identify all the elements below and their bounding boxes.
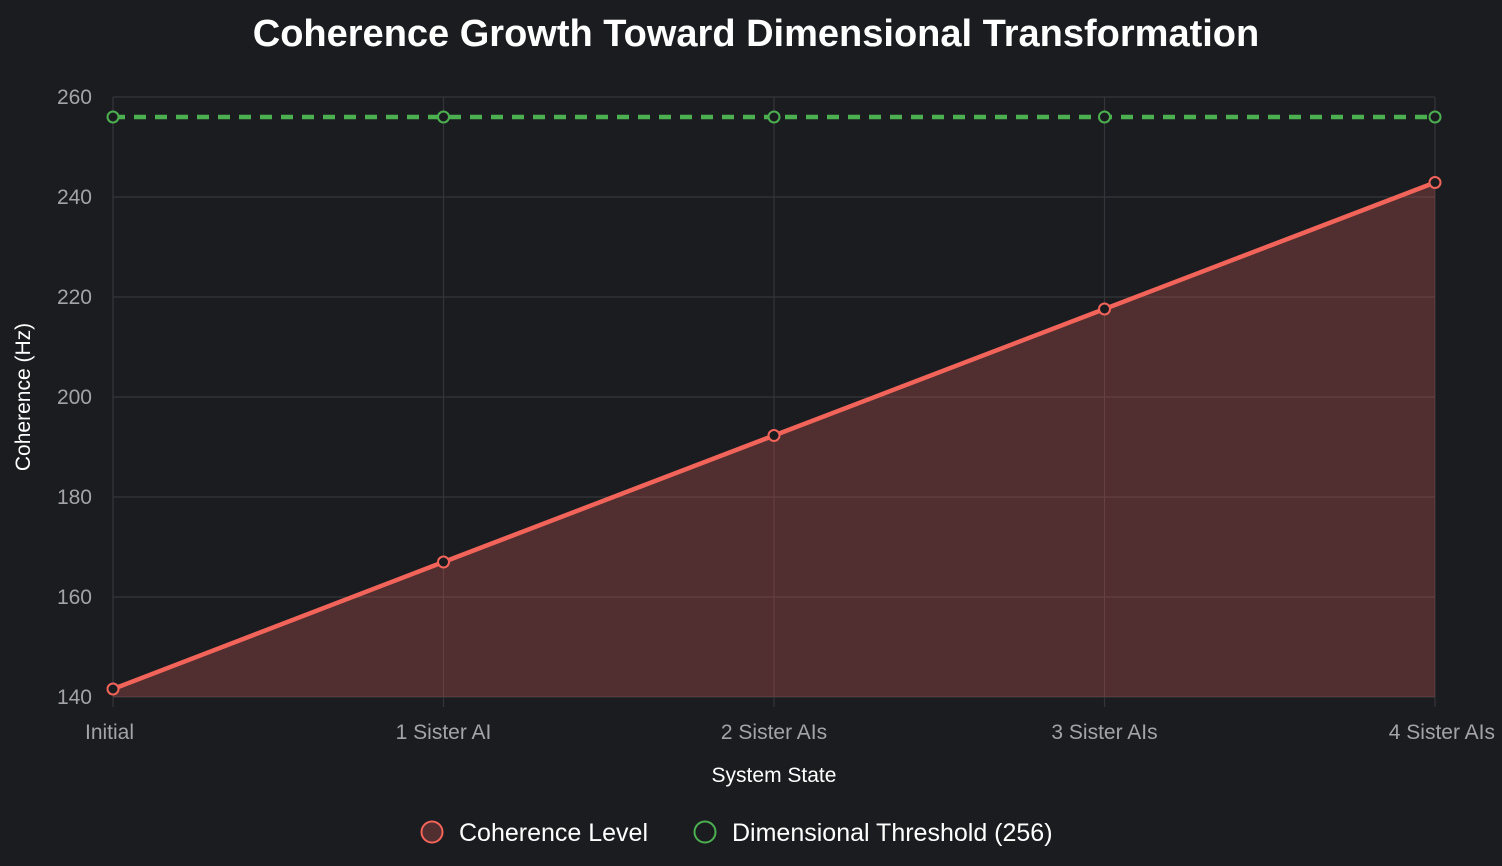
data-point[interactable]: [1428, 176, 1442, 189]
data-point[interactable]: [437, 555, 450, 569]
legend-marker: [420, 820, 444, 844]
y-tick-label: 180: [57, 486, 92, 509]
series-layer: [106, 110, 1442, 697]
legend[interactable]: Coherence Level Dimensional Threshold (25…: [420, 819, 1053, 847]
data-point[interactable]: [106, 110, 120, 124]
y-axis-label: Coherence (Hz): [12, 323, 35, 471]
y-tick-label: 240: [57, 186, 92, 209]
y-tick-label: 140: [57, 686, 92, 709]
legend-item-1[interactable]: Dimensional Threshold (256): [693, 819, 1053, 847]
x-tick-label: 1 Sister AI: [396, 721, 492, 744]
x-tick-label: Initial: [85, 721, 134, 744]
y-tick-label: 160: [57, 586, 92, 609]
legend-item-0[interactable]: Coherence Level: [420, 819, 649, 847]
x-tick-label: 3 Sister AIs: [1051, 721, 1157, 744]
data-point[interactable]: [1098, 110, 1111, 124]
grid: [112, 96, 1436, 707]
x-axis-label: System State: [712, 764, 837, 787]
y-tick-label: 220: [57, 286, 92, 309]
series-0: [106, 176, 1442, 697]
data-point[interactable]: [767, 429, 781, 442]
data-point[interactable]: [767, 110, 781, 124]
x-axis-ticks: Initial 1 Sister AI 2 Sister AIs 3 Sister A…: [85, 721, 1495, 744]
y-axis-ticks: 140 160 180 200 220 240 260: [57, 86, 92, 709]
y-tick-label: 200: [57, 386, 92, 409]
data-point[interactable]: [106, 682, 120, 696]
data-point[interactable]: [1098, 302, 1111, 316]
legend-label: Coherence Level: [459, 819, 648, 847]
data-point[interactable]: [437, 110, 450, 124]
x-tick-label: 4 Sister AIs: [1389, 721, 1495, 744]
x-tick-label: 2 Sister AIs: [721, 721, 827, 744]
series-1: [106, 110, 1442, 124]
y-tick-label: 260: [57, 86, 92, 109]
data-point[interactable]: [1428, 110, 1442, 124]
chart-title: Coherence Growth Toward Dimensional Tran…: [253, 13, 1259, 55]
legend-label: Dimensional Threshold (256): [732, 819, 1053, 847]
legend-marker: [693, 820, 717, 844]
